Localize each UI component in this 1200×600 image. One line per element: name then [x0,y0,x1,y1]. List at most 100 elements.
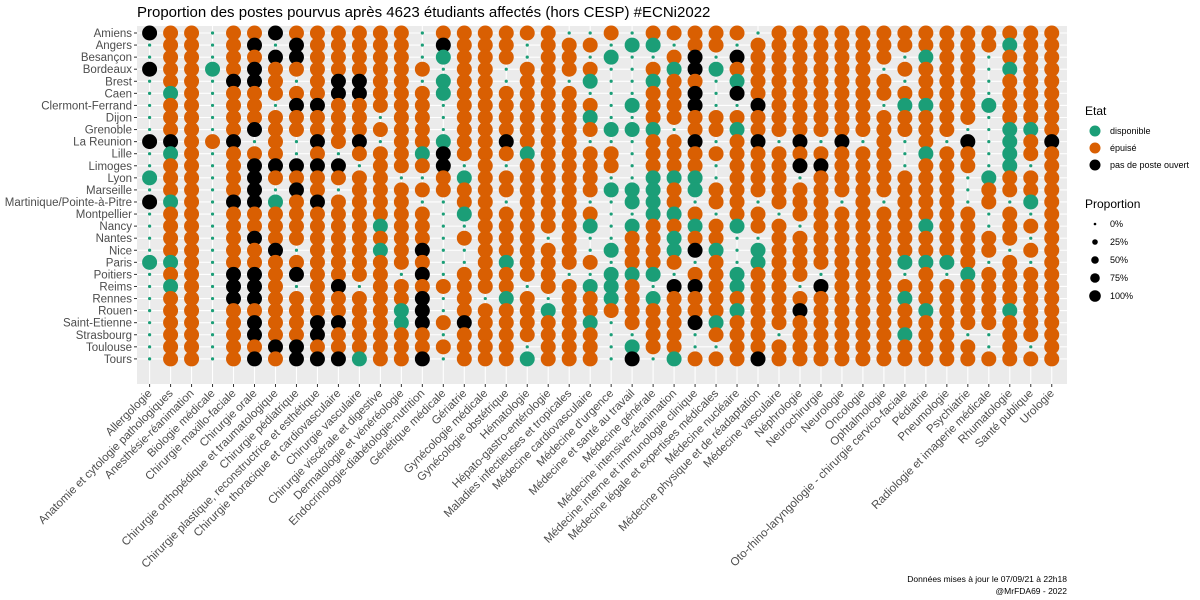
data-point [456,230,472,246]
data-point [184,37,200,53]
data-point [393,254,409,270]
data-point [792,85,808,101]
data-point [477,206,493,222]
data-point [351,61,367,77]
data-point [834,291,850,307]
data-point [897,37,913,53]
data-point [226,109,242,125]
data-point [1044,85,1060,101]
data-point [267,230,283,246]
data-point [1044,206,1060,222]
data-point [666,303,682,319]
data-point [813,194,829,210]
data-point [498,49,514,65]
data-point [184,97,200,113]
data-point [1023,122,1039,138]
data-point [624,315,640,331]
data-point [750,122,766,138]
data-point [630,212,634,216]
data-point [729,109,745,125]
data-point [834,73,850,89]
data-point [918,97,934,113]
data-point [414,303,430,319]
data-point [960,339,976,355]
data-point [609,200,613,204]
data-point [498,339,514,355]
data-point [184,25,200,41]
data-point [876,122,892,138]
data-point [561,278,577,294]
data-point [1023,182,1039,198]
y-tick-label: Paris [106,257,132,269]
data-point [163,25,179,41]
data-point [519,73,535,89]
data-point [226,206,242,222]
data-point [247,206,262,222]
data-point [184,242,200,258]
data-point [1002,49,1018,65]
data-point [1044,315,1060,331]
data-point [687,278,703,294]
data-point [414,134,430,150]
data-point [477,339,493,355]
data-point [855,194,871,210]
data-point [525,284,529,289]
y-tick-label: Dijon [106,112,132,124]
data-point [351,122,367,138]
data-point [462,224,466,228]
data-point [624,194,640,210]
data-point [1044,37,1060,53]
data-point [477,315,493,331]
data-point [456,73,472,89]
data-point [372,182,388,198]
data-point [372,303,388,319]
data-point [813,327,829,343]
data-point [210,248,215,252]
data-point [603,303,619,319]
data-point [288,97,304,113]
data-point [981,351,997,367]
data-point [750,254,766,270]
data-point [813,303,829,319]
data-point [735,260,739,264]
data-point [792,122,808,138]
data-point [498,266,514,282]
data-point [210,236,215,240]
data-point [630,31,634,35]
data-point [288,266,304,282]
data-point [414,206,430,222]
data-point [372,158,388,174]
data-point [687,315,703,331]
data-point [456,49,472,65]
data-point [148,164,152,168]
data-point [519,97,535,113]
data-point [945,272,949,276]
data-point [903,164,907,168]
data-point [834,242,850,258]
data-point [309,25,325,41]
data-point [378,140,382,144]
data-point [855,266,871,282]
data-point [561,315,577,331]
data-point [798,176,802,180]
data-point [582,218,598,234]
data-point [435,85,451,101]
data-point [1023,134,1039,150]
data-point [226,351,242,367]
data-point [210,188,215,192]
data-point [918,242,934,258]
data-point [687,146,703,162]
data-point [498,351,514,367]
data-point [163,97,179,113]
data-point [288,218,304,234]
data-point [372,97,388,113]
data-point [918,254,934,270]
data-point [981,278,997,294]
data-point [708,266,724,282]
data-point [729,278,745,294]
data-point [855,327,871,343]
data-point [205,61,221,77]
legend-size-key [1090,273,1100,283]
data-point [918,291,934,307]
